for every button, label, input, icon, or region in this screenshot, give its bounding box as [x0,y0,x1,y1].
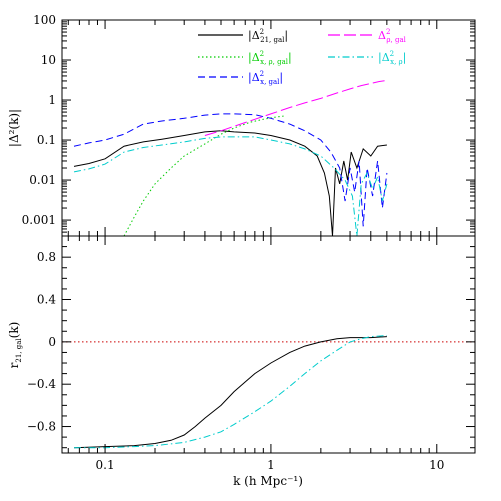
legend-label-sx: |Δ2 x, gal| [248,70,283,86]
x-tick-label: 1 [267,458,275,472]
series-line-r_cyan [74,335,387,449]
bottom-frame [61,235,476,454]
bottom-y-tick-labels: 0.8 0.4 0 −0.4 −0.8 [27,250,57,433]
y-tick-label: −0.8 [27,420,56,434]
y-tick-label: 0 [48,335,56,349]
series-line-srho [204,79,387,136]
top-series-group [73,79,388,236]
x-tick-label: 10 [429,458,444,472]
top-frame [61,19,476,237]
legend-label-sxp: |Δ2 x, ρ, gal| [248,50,292,66]
legend-label-s21: |Δ2 21, gal| [248,28,288,44]
bottom-tick-marks [62,235,475,453]
top-tick-marks [62,19,475,237]
y-tick-label: 0.001 [22,213,56,227]
top-y-axis-label: |Δ²(k)| [7,109,21,147]
x-axis-label: k (h Mpc⁻¹) [233,474,303,488]
series-line-sxrho [73,136,388,236]
legend-label-srho: Δ2 ρ, gal [378,28,407,44]
y-tick-label: 10 [41,53,56,67]
y-tick-label: −0.4 [27,377,57,391]
series-line-sxp [123,115,285,236]
y-tick-label: 0.1 [37,133,56,147]
x-tick-label: 0.1 [96,458,115,472]
y-tick-label: 100 [33,13,56,27]
y-tick-label: 0.8 [37,250,56,264]
y-tick-label: 1 [48,93,56,107]
top-y-tick-labels: 100 10 1 0.1 0.01 0.001 [22,13,56,227]
series-line-sx [73,113,388,227]
bottom-panel: 0.8 0.4 0 −0.4 −0.8 0.1 1 10 r21, gal(k) k (h … [7,235,476,488]
legend: |Δ2 21, gal| |Δ2 x, ρ, gal| |Δ2 x, gal| Δ2 ρ, g… [198,28,407,86]
bottom-y-axis-label: r21, gal(k) [7,322,23,369]
bottom-x-tick-labels: 0.1 1 10 [96,458,445,472]
series-line-s21 [73,130,387,236]
y-tick-label: 0.4 [37,293,56,307]
legend-label-sxrho: |Δ2 x, ρ| [378,50,406,66]
series-line-r_black [73,336,387,449]
y-tick-label: 0.01 [29,173,56,187]
bottom-series-group [73,335,387,449]
